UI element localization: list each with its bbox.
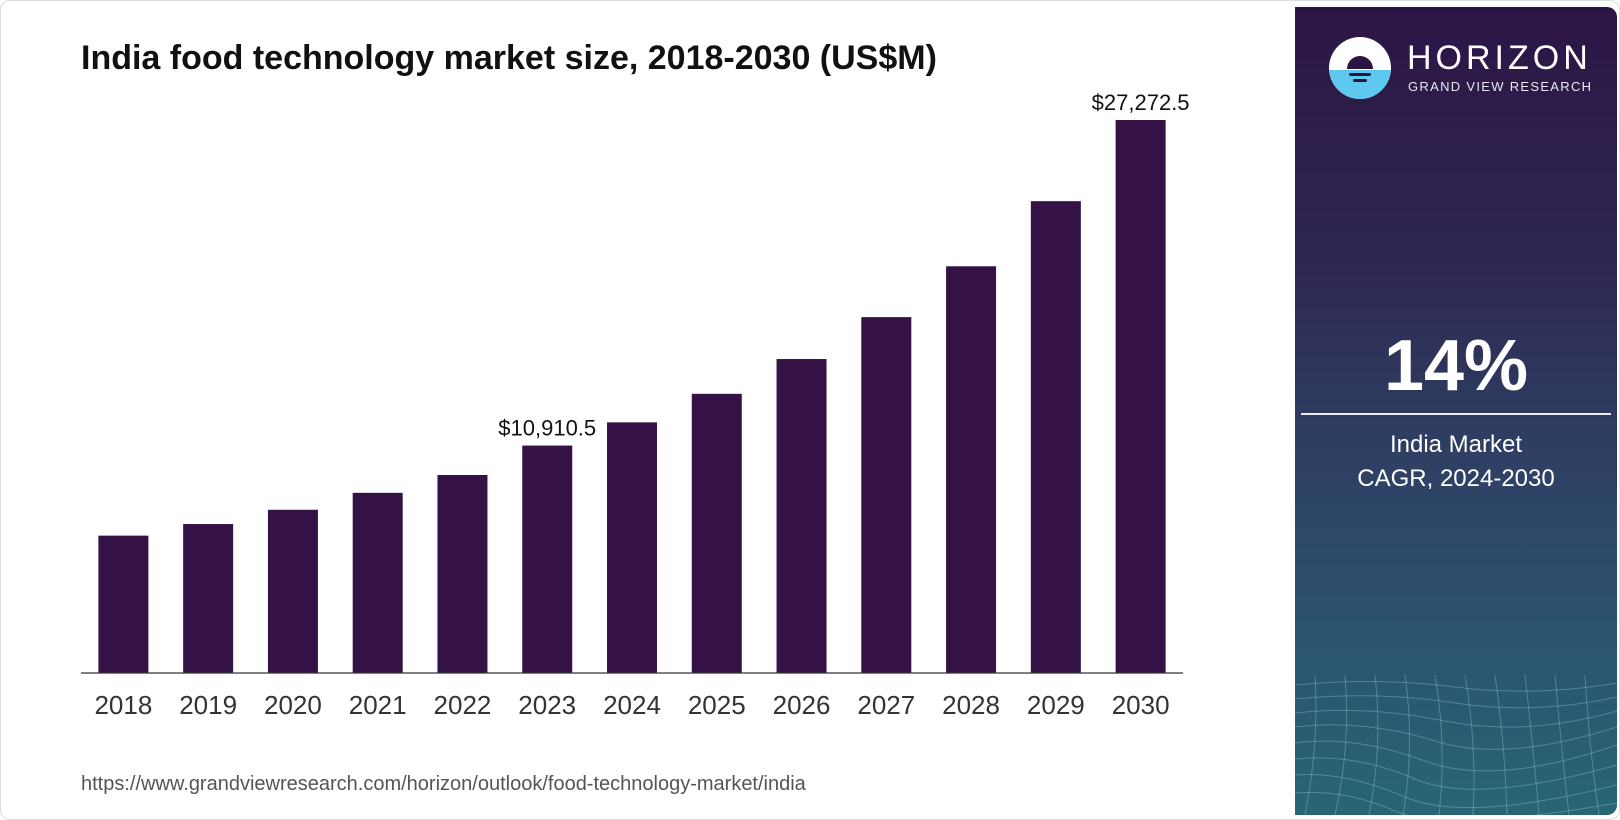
bar-2020 — [267, 509, 318, 673]
data-label-2023: $10,910.5 — [498, 416, 596, 441]
x-tick-label-2023: 2023 — [518, 690, 576, 720]
divider — [1301, 413, 1611, 415]
cagr-value: 14% — [1383, 326, 1529, 406]
bar-2022 — [437, 474, 488, 673]
x-tick-label-2025: 2025 — [688, 690, 746, 720]
x-tick-label-2022: 2022 — [434, 690, 492, 720]
x-tick-label-2020: 2020 — [264, 690, 322, 720]
x-tick-label-2030: 2030 — [1112, 690, 1170, 720]
bar-2025 — [691, 393, 742, 673]
bar-2024 — [607, 422, 657, 673]
bar-chart: 2018 2019 2020 2021 2022 2023 2024 2025 2026 2027… — [81, 90, 1190, 720]
mesh-pattern — [1295, 675, 1617, 815]
x-tick-label-2018: 2018 — [94, 690, 152, 720]
cagr-panel: HORIZON GRAND VIEW RESEARCH 14% India Ma… — [1295, 7, 1617, 815]
x-tick-label-2027: 2027 — [857, 690, 915, 720]
brand-subtitle: GRAND VIEW RESEARCH — [1408, 79, 1593, 94]
brand-name: HORIZON — [1407, 39, 1592, 77]
x-tick-label-2029: 2029 — [1027, 690, 1085, 720]
bar-2018 — [98, 535, 149, 673]
cagr-label-period: CAGR, 2024-2030 — [1357, 465, 1555, 492]
bar-2029 — [1030, 201, 1081, 673]
horizon-logo: HORIZON GRAND VIEW RESEARCH — [1329, 33, 1609, 103]
x-tick-label-2028: 2028 — [942, 690, 1000, 720]
data-label-2030: $27,272.5 — [1092, 90, 1190, 115]
bar-2021 — [352, 492, 403, 673]
bar-2019 — [183, 524, 234, 673]
bar-2023 — [522, 445, 573, 673]
bar-2027 — [861, 317, 912, 673]
source-url[interactable]: https://www.grandviewresearch.com/horizo… — [81, 773, 806, 795]
bar-2026 — [776, 359, 827, 673]
x-tick-label-2019: 2019 — [179, 690, 237, 720]
cagr-label-market: India Market — [1389, 431, 1523, 458]
x-tick-label-2024: 2024 — [603, 690, 661, 720]
bar-2030 — [1115, 120, 1166, 673]
chart-title: India food technology market size, 2018-… — [81, 39, 937, 77]
x-tick-label-2021: 2021 — [349, 690, 407, 720]
sunrise-icon — [1329, 37, 1391, 99]
x-tick-label-2026: 2026 — [773, 690, 831, 720]
bar-2028 — [946, 266, 997, 673]
